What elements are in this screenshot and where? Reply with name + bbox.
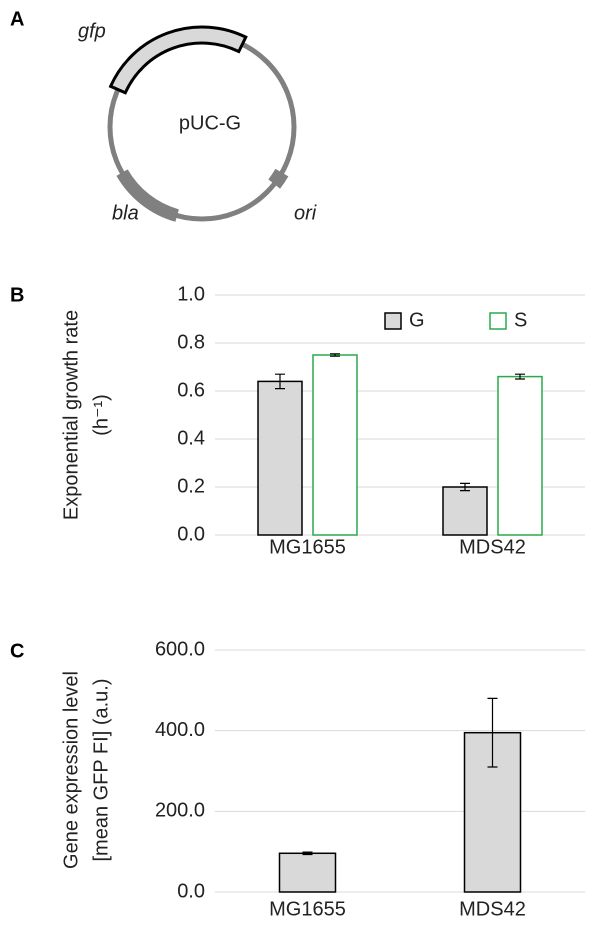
y-tick-label: 200.0: [155, 800, 205, 822]
x-tick-label: MG1655: [269, 898, 346, 920]
y-tick-label: 0.8: [177, 331, 205, 353]
y-tick-label: 600.0: [155, 638, 205, 660]
y-axis-label: [mean GFP FI] (a.u.): [90, 678, 112, 861]
feature-label: gfp: [78, 20, 106, 42]
bar: [312, 354, 358, 536]
y-axis-label: (h⁻¹): [90, 394, 112, 436]
plasmid-name: pUC-G: [179, 112, 241, 134]
error-bar: [460, 482, 470, 492]
feature-label: bla: [112, 202, 139, 224]
bar: [442, 486, 488, 536]
y-tick-label: 0.2: [177, 475, 205, 497]
error-bar: [487, 697, 498, 768]
y-axis-label: Exponential growth rate: [60, 310, 82, 520]
y-tick-label: 0.0: [177, 523, 205, 545]
legend-swatch: [384, 312, 402, 330]
x-tick-label: MDS42: [459, 536, 526, 558]
error-bar: [515, 373, 525, 380]
ori-site: [268, 168, 289, 189]
legend-label: S: [514, 309, 527, 331]
panel-label: C: [10, 640, 24, 662]
bla-gene: [116, 169, 179, 222]
y-tick-label: 0.0: [177, 880, 205, 902]
y-axis-label: Gene expression level: [60, 671, 82, 869]
feature-label: ori: [294, 202, 317, 224]
legend-label: G: [409, 309, 425, 331]
y-tick-label: 0.4: [177, 427, 205, 449]
error-bar: [275, 373, 285, 390]
legend-swatch: [489, 312, 507, 330]
error-bar: [330, 353, 340, 357]
bar: [497, 375, 543, 536]
bar: [278, 852, 337, 893]
x-tick-label: MDS42: [459, 898, 526, 920]
y-tick-label: 400.0: [155, 719, 205, 741]
x-tick-label: MG1655: [269, 536, 346, 558]
y-tick-label: 1.0: [177, 283, 205, 305]
y-tick-label: 0.6: [177, 379, 205, 401]
error-bar: [302, 851, 313, 856]
bar: [257, 380, 303, 536]
gfp-gene: [108, 25, 248, 95]
panel-label: A: [10, 8, 24, 30]
panel-label: B: [10, 284, 24, 306]
